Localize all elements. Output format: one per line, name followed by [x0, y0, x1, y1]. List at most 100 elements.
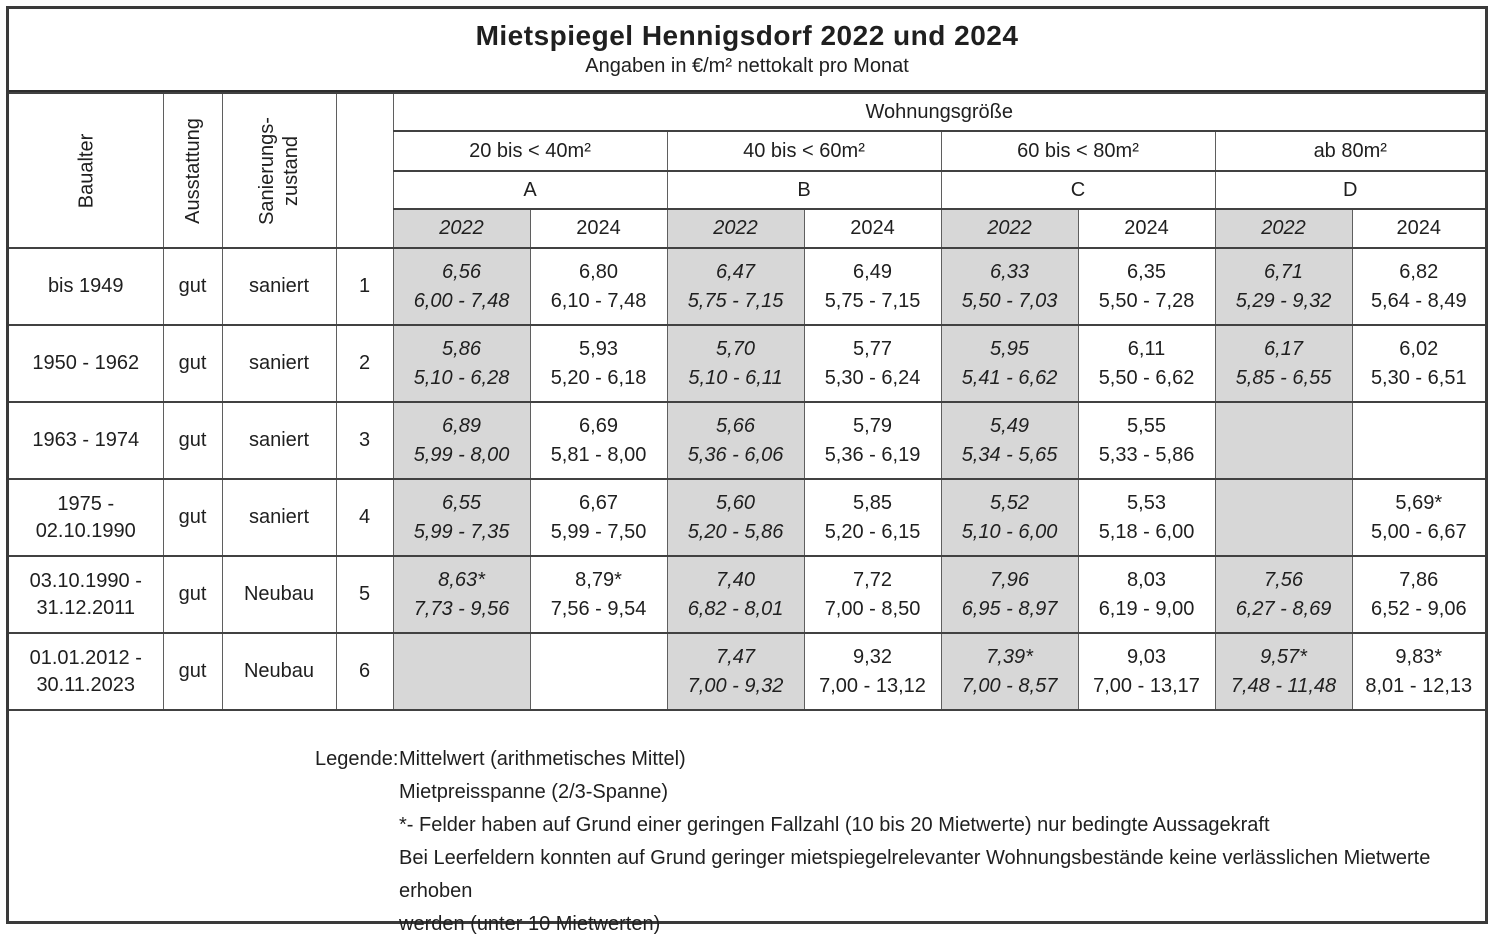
rent-range: 5,29 - 9,32 [1235, 289, 1332, 312]
col-header-baualter: Baualter [9, 92, 164, 249]
zeilennummer-cell: 5 [335, 555, 394, 634]
table-row: 1975 - 02.10.1990 gut saniert 4 6,55 5,99… [9, 478, 1485, 557]
header-row-wohnungsgroesse: Baualter Ausstattung Sanierungs- zustand… [9, 92, 1485, 249]
rent-range: 7,00 - 13,12 [819, 674, 926, 697]
rent-range: 5,33 - 5,86 [1098, 443, 1195, 466]
rent-range: 7,00 - 9,32 [687, 674, 784, 697]
rent-mean: 5,77 [853, 337, 892, 360]
rent-cell: 5,95 5,41 - 6,62 [940, 324, 1079, 403]
legend-line-leerfelder-note-cont: werden (unter 10 Mietwerten) [399, 913, 661, 935]
rent-range: 5,00 - 6,67 [1370, 520, 1467, 543]
rent-range: 7,48 - 11,48 [1230, 674, 1337, 697]
rent-mean: 7,86 [1399, 568, 1439, 591]
rent-range: 6,95 - 8,97 [961, 597, 1058, 620]
rent-range: 6,27 - 8,69 [1235, 597, 1332, 620]
baualter-cell: bis 1949 [9, 247, 164, 326]
rent-range: 7,00 - 13,17 [1093, 674, 1200, 697]
rent-mean: 6,67 [579, 491, 618, 514]
sanierung-cell: saniert [221, 478, 337, 557]
rent-cell: 6,82 5,64 - 8,49 [1351, 247, 1485, 326]
rent-cell: 7,96 6,95 - 8,97 [940, 555, 1079, 634]
rent-cell: 6,71 5,29 - 9,32 [1214, 247, 1353, 326]
rent-cell: 6,11 5,50 - 6,62 [1077, 324, 1216, 403]
legend-lines: Mittelwert (arithmetisches Mittel) Mietp… [399, 743, 1475, 941]
sanierungszustand-label: Sanierungs- zustand [256, 116, 302, 225]
rent-cell: 5,52 5,10 - 6,00 [940, 478, 1079, 557]
rent-range: 5,41 - 6,62 [961, 366, 1058, 389]
sanierung-cell: saniert [221, 247, 337, 326]
size-group-a: 20 bis < 40m² [393, 130, 668, 172]
sanierung-cell: Neubau [221, 632, 337, 711]
rent-cell-empty [1214, 478, 1353, 557]
rent-cell-empty [392, 632, 531, 711]
rent-cell: 6,55 5,99 - 7,35 [392, 478, 531, 557]
size-group-b: 40 bis < 60m² [666, 130, 942, 172]
rent-range: 7,00 - 8,57 [961, 674, 1058, 697]
sanierung-cell: saniert [221, 401, 337, 480]
rent-cell: 9,83* 8,01 - 12,13 [1351, 632, 1485, 711]
rent-range: 6,82 - 8,01 [687, 597, 784, 620]
zeilennummer-cell: 4 [335, 478, 394, 557]
rent-mean: 6,89 [442, 414, 481, 437]
rent-cell-empty [529, 632, 668, 711]
rent-cell: 5,70 5,10 - 6,11 [666, 324, 805, 403]
size-group-c: 60 bis < 80m² [940, 130, 1216, 172]
rent-range: 5,18 - 6,00 [1098, 520, 1195, 543]
table-row: bis 1949 gut saniert 1 6,56 6,00 - 7,48 6… [9, 247, 1485, 326]
rent-cell: 6,47 5,75 - 7,15 [666, 247, 805, 326]
rent-range: 5,99 - 7,35 [413, 520, 510, 543]
ausstattung-cell: gut [162, 632, 223, 711]
year-2024-header: 2024 [529, 208, 668, 249]
rent-cell: 7,40 6,82 - 8,01 [666, 555, 805, 634]
rent-mean: 5,86 [442, 337, 481, 360]
rent-mean: 6,35 [1127, 260, 1166, 283]
rent-cell: 9,03 7,00 - 13,17 [1077, 632, 1216, 711]
rent-cell: 6,69 5,81 - 8,00 [529, 401, 668, 480]
table-row: 1963 - 1974 gut saniert 3 6,89 5,99 - 8,0… [9, 401, 1485, 480]
rent-range: 5,50 - 6,62 [1098, 366, 1195, 389]
header-row-years: 2022 2024 2022 2024 2022 2024 2022 2024 [9, 208, 1485, 249]
rent-cell-empty [1351, 401, 1485, 480]
rent-mean: 7,96 [990, 568, 1029, 591]
rent-range: 5,36 - 6,19 [824, 443, 921, 466]
header-row-sizes: 20 bis < 40m² 40 bis < 60m² 60 bis < 80m… [9, 130, 1485, 172]
rent-cell: 7,86 6,52 - 9,06 [1351, 555, 1485, 634]
rent-mean: 8,03 [1127, 568, 1166, 591]
rent-cell: 5,79 5,36 - 6,19 [803, 401, 942, 480]
baualter-cell: 1963 - 1974 [9, 401, 164, 480]
title-block: Mietspiegel Hennigsdorf 2022 und 2024 An… [9, 9, 1485, 92]
rent-range: 7,00 - 8,50 [824, 597, 921, 620]
rent-cell: 6,17 5,85 - 6,55 [1214, 324, 1353, 403]
letter-b: B [666, 170, 942, 210]
rent-range: 5,99 - 8,00 [413, 443, 510, 466]
rent-cell: 6,56 6,00 - 7,48 [392, 247, 531, 326]
rent-cell: 9,57* 7,48 - 11,48 [1214, 632, 1353, 711]
rent-range: 5,30 - 6,24 [824, 366, 921, 389]
baualter-cell: 1950 - 1962 [9, 324, 164, 403]
rent-range: 5,64 - 8,49 [1370, 289, 1467, 312]
rent-mean: 8,79* [575, 568, 622, 591]
rent-range: 5,10 - 6,11 [688, 366, 783, 389]
zeilennummer-cell: 2 [335, 324, 394, 403]
rent-cell: 5,93 5,20 - 6,18 [529, 324, 668, 403]
rent-cell: 6,67 5,99 - 7,50 [529, 478, 668, 557]
rent-range: 5,34 - 5,65 [961, 443, 1058, 466]
rent-range: 7,73 - 9,56 [413, 597, 510, 620]
rent-range: 5,85 - 6,55 [1235, 366, 1332, 389]
legend-line-asterisk-note: *- Felder haben auf Grund einer geringen… [399, 814, 1270, 836]
rent-mean: 6,47 [716, 260, 755, 283]
legend: Legende: Mittelwert (arithmetisches Mitt… [9, 711, 1485, 941]
rent-mean: 7,47 [716, 645, 755, 668]
rent-mean: 9,03 [1127, 645, 1166, 668]
rent-mean: 6,80 [579, 260, 618, 283]
baualter-label: Baualter [74, 133, 97, 208]
rent-mean: 6,49 [853, 260, 892, 283]
rent-cell: 9,32 7,00 - 13,12 [803, 632, 942, 711]
col-header-zeilennummer [335, 92, 394, 249]
rent-cell: 5,77 5,30 - 6,24 [803, 324, 942, 403]
rent-cell: 8,03 6,19 - 9,00 [1077, 555, 1216, 634]
rent-range: 7,56 - 9,54 [550, 597, 647, 620]
col-header-ausstattung: Ausstattung [162, 92, 223, 249]
sanierung-cell: saniert [221, 324, 337, 403]
legend-line-leerfelder-note: Bei Leerfeldern konnten auf Grund gering… [399, 847, 1431, 902]
